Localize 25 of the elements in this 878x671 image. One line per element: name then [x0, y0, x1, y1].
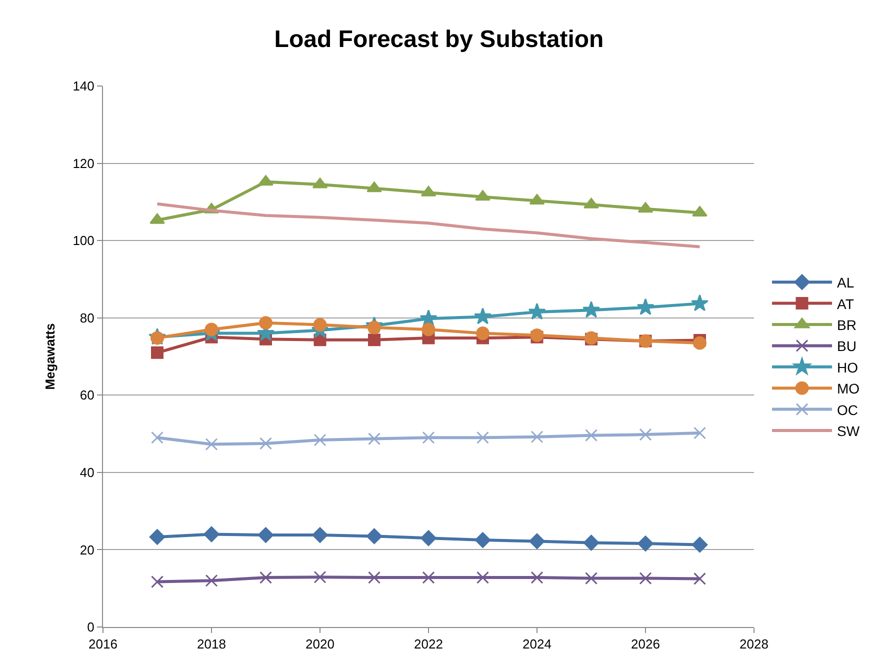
legend-label: AL — [837, 274, 854, 291]
legend-label: SW — [837, 422, 860, 439]
x-tick-label: 2018 — [197, 636, 226, 652]
y-tick-label: 0 — [87, 620, 94, 635]
legend-label: AT — [837, 296, 854, 312]
y-tick-label: 40 — [80, 464, 94, 480]
y-tick-label: 60 — [80, 388, 94, 403]
y-tick-label: 80 — [80, 310, 94, 326]
legend-label: HO — [837, 359, 858, 376]
y-axis-title: Megawatts — [42, 323, 58, 390]
x-tick-label: 2028 — [740, 636, 768, 652]
y-tick-label: 120 — [72, 156, 94, 171]
legend-label: OC — [837, 402, 858, 418]
legend-label: BU — [837, 338, 856, 354]
y-tick-label: 20 — [80, 542, 94, 558]
x-tick-label: 2020 — [306, 636, 334, 652]
x-tick-label: 2022 — [414, 636, 443, 652]
legend-label: BR — [837, 316, 856, 333]
chart-title: Load Forecast by Substation — [274, 26, 604, 53]
y-tick-label: 140 — [72, 78, 94, 94]
x-tick-label: 2016 — [88, 636, 118, 652]
y-tick-label: 100 — [72, 233, 94, 248]
x-tick-label: 2024 — [522, 636, 552, 652]
legend-label: MO — [837, 380, 860, 397]
x-tick-label: 2026 — [631, 636, 660, 652]
